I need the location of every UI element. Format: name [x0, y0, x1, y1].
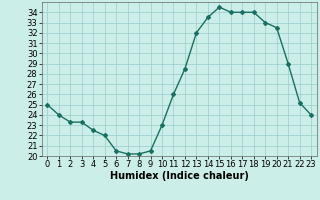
- X-axis label: Humidex (Indice chaleur): Humidex (Indice chaleur): [110, 171, 249, 181]
